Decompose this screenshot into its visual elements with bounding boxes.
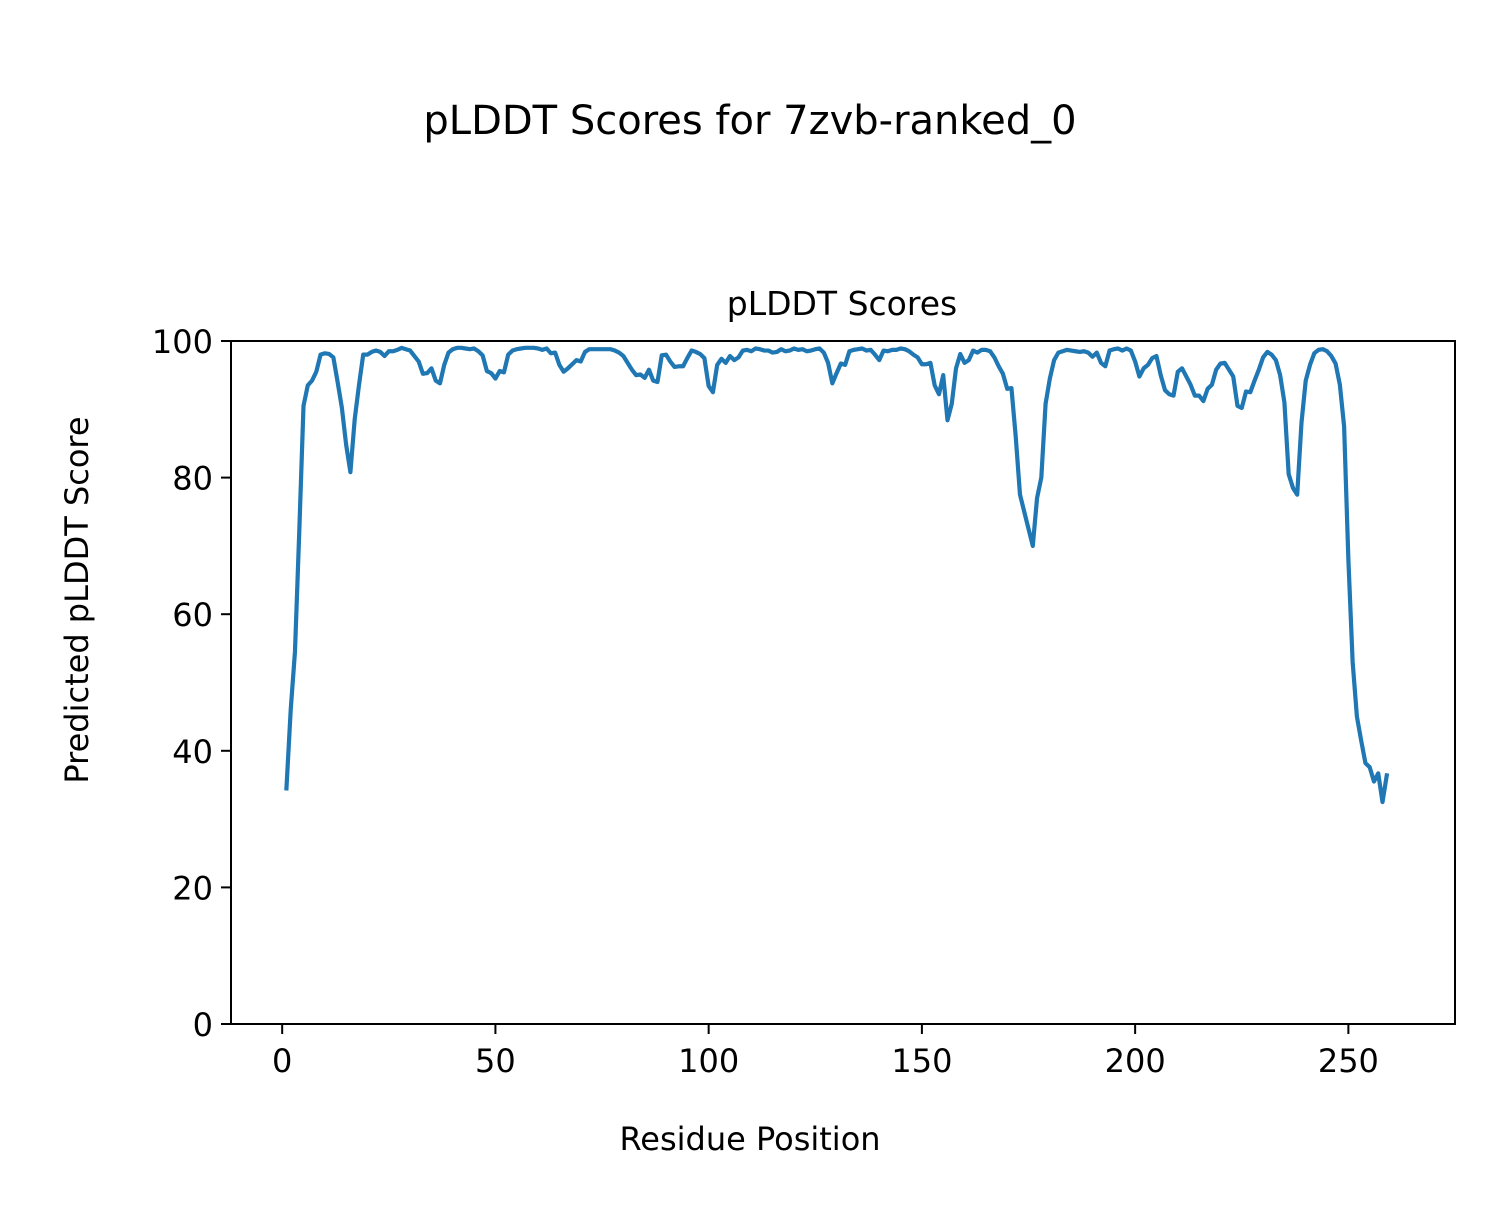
x-tick-label-150: 150 [891, 1042, 952, 1080]
x-axis-label: Residue Position [619, 1120, 880, 1158]
figure-suptitle: pLDDT Scores for 7zvb-ranked_0 [423, 98, 1076, 144]
y-axis-label: Predicted pLDDT Score [58, 416, 96, 783]
x-tick-label-0: 0 [272, 1042, 292, 1080]
chart-title: pLDDT Scores [727, 284, 957, 323]
axes-frame [230, 340, 1456, 1025]
y-tick-label-0: 0 [193, 1006, 213, 1044]
x-tick-label-50: 50 [475, 1042, 516, 1080]
x-tick-label-200: 200 [1105, 1042, 1166, 1080]
x-tick-label-250: 250 [1318, 1042, 1379, 1080]
y-tick-label-100: 100 [152, 323, 213, 361]
series-line-0 [284, 345, 1390, 805]
y-tick-label-80: 80 [172, 460, 213, 498]
x-tick-label-100: 100 [678, 1042, 739, 1080]
plot-area: 0 50 100 150 200 250 0 20 40 60 80 100 [152, 323, 1456, 1080]
y-tick-label-60: 60 [172, 596, 213, 634]
y-tick-label-40: 40 [172, 733, 213, 771]
y-tick-label-20: 20 [172, 869, 213, 907]
